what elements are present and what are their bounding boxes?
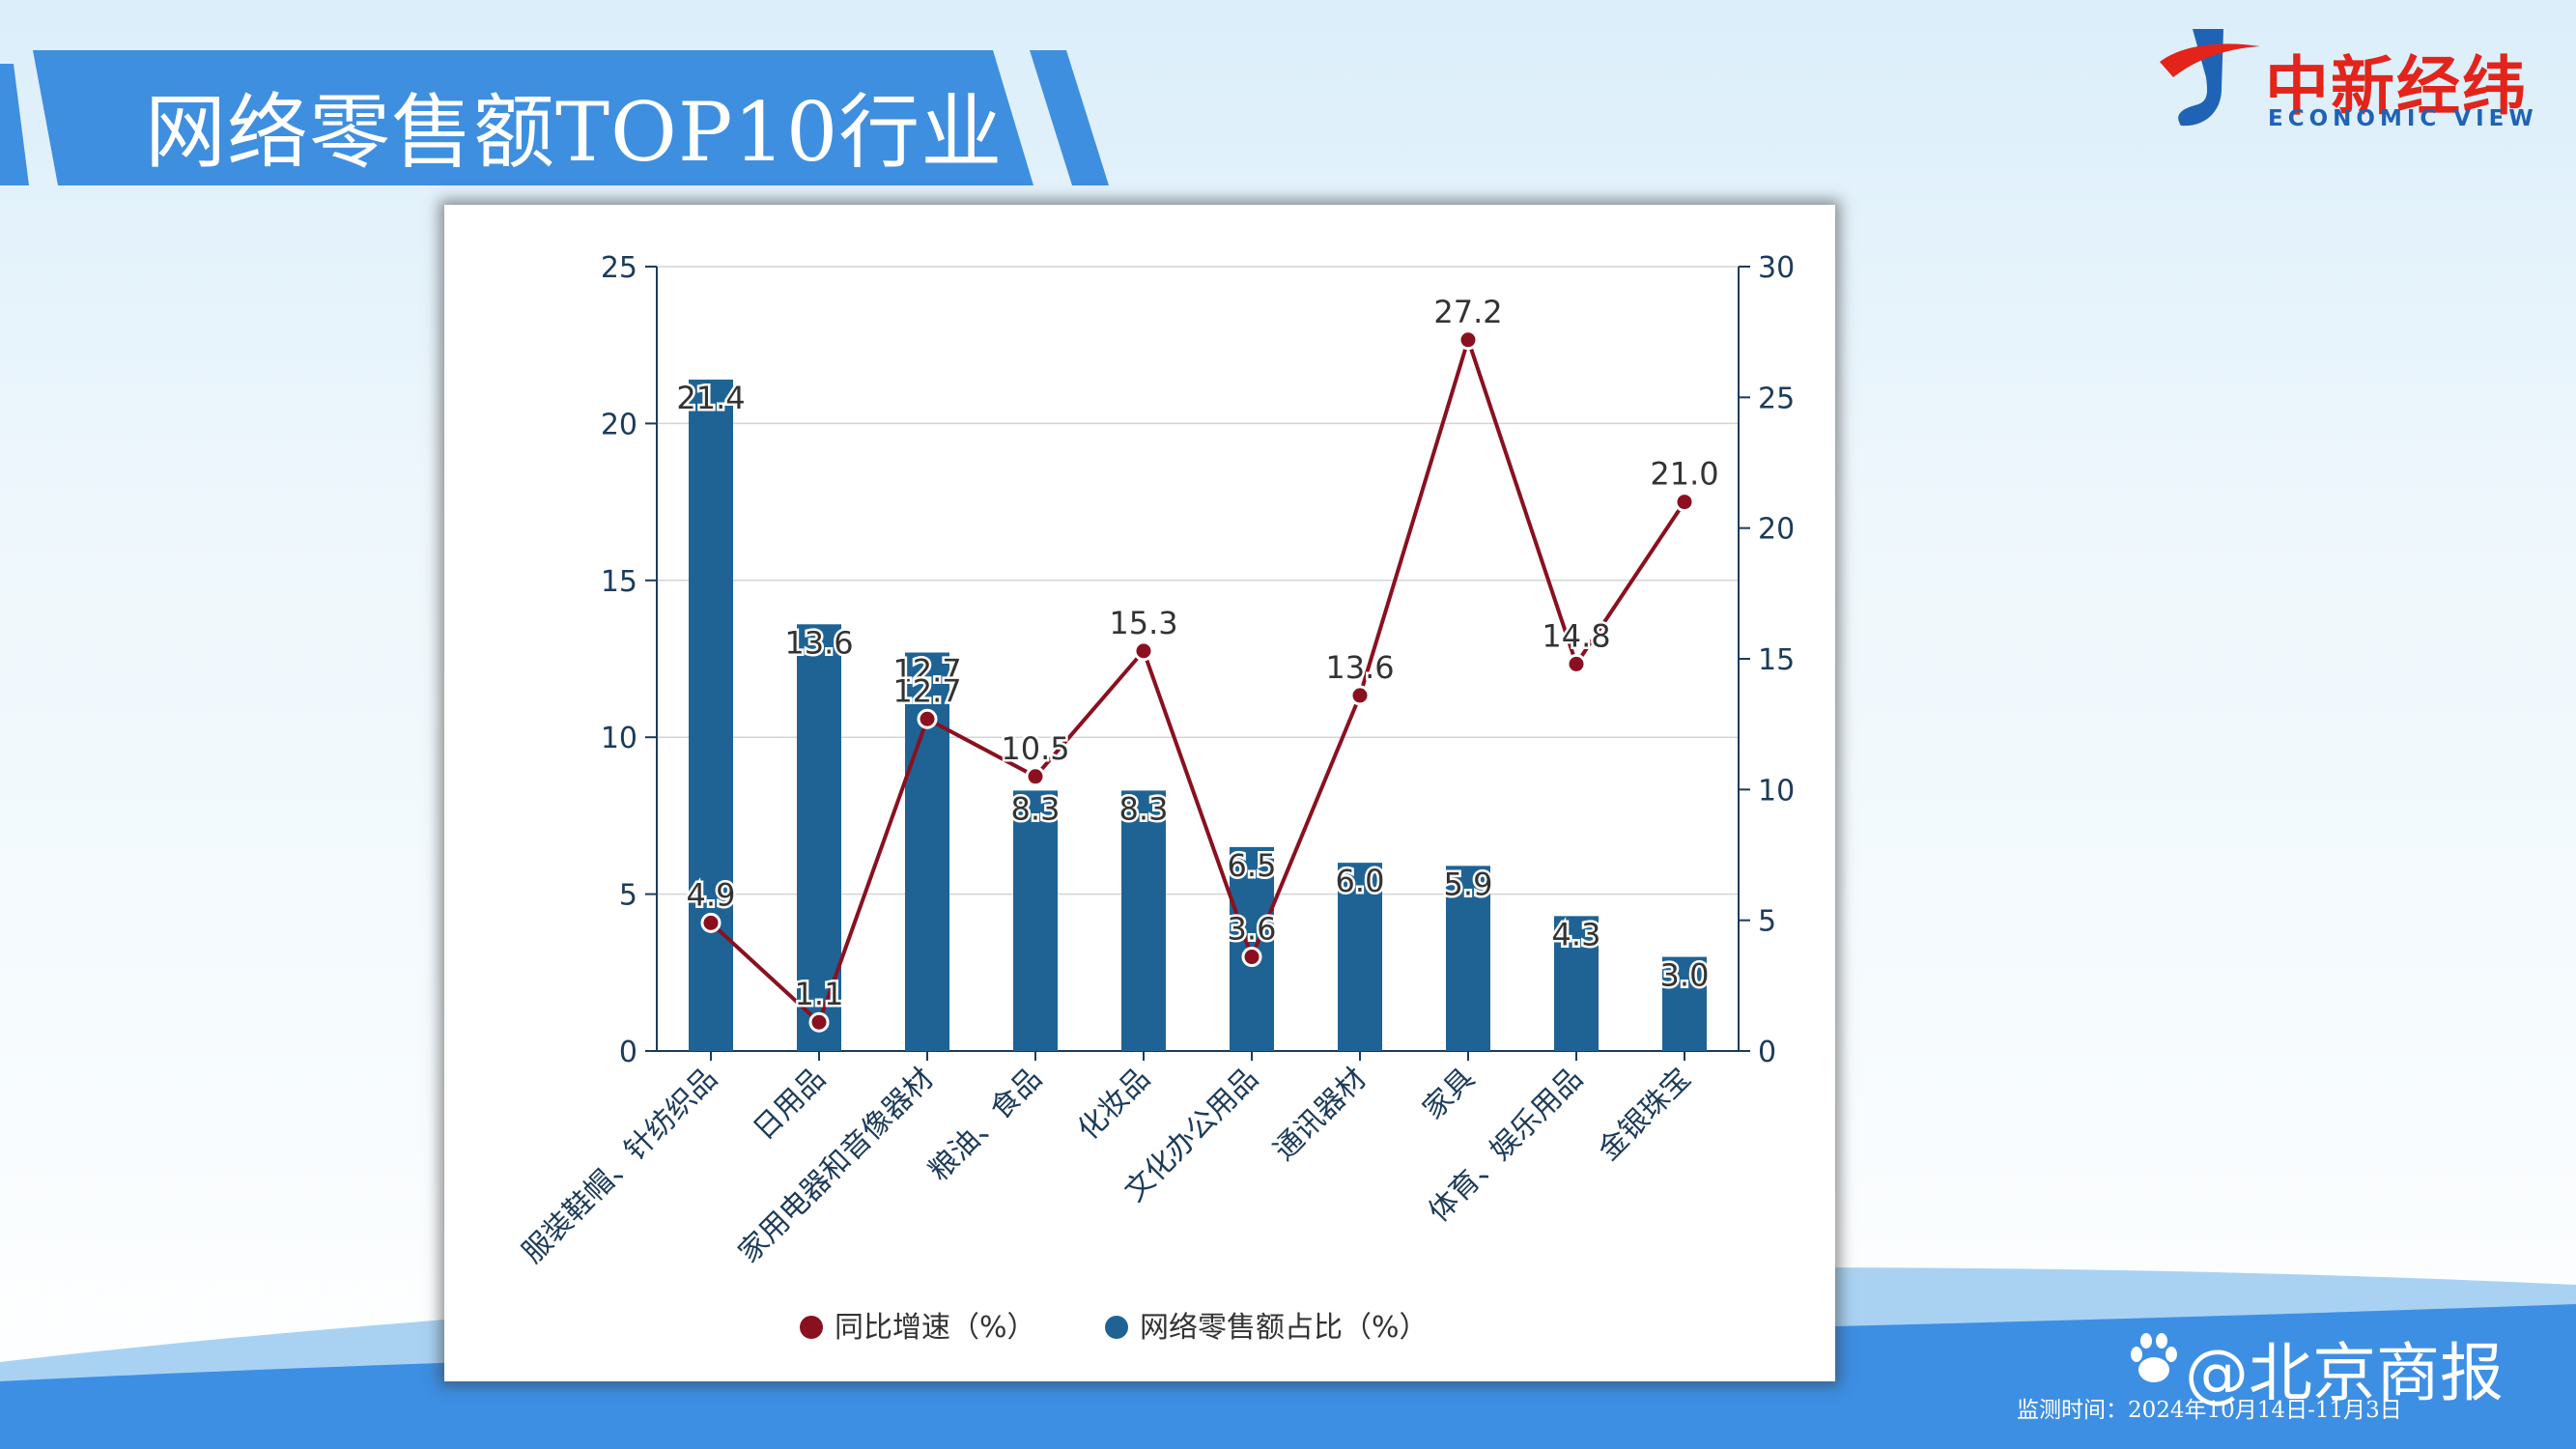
y-left-tick-label: 25	[601, 251, 637, 285]
line-point	[1025, 766, 1046, 787]
bar	[1446, 866, 1490, 1051]
line-data-label: 13.6	[1325, 649, 1394, 686]
x-tick-label: 化妆品	[1071, 1062, 1156, 1147]
legend-label: 同比增速（%）	[835, 1311, 1036, 1345]
bar-data-label: 3.0	[1660, 957, 1710, 994]
x-tick-label: 日用品	[747, 1062, 832, 1147]
bar-data-label: 12.7	[892, 653, 961, 690]
banner-right-stripe	[1030, 50, 1109, 185]
logo-text-en: ECONOMIC VIEW	[2268, 106, 2538, 131]
logo-text-cn: 中新经纬	[2265, 49, 2528, 124]
line-series	[709, 337, 1686, 1025]
combo-chart: 0 5 10 15 20 25 0 5 10 15 20 25 30 21.4 13.6 12.7 8.3 8.3…	[516, 251, 1795, 1345]
y-right-tick-label: 0	[1758, 1036, 1776, 1069]
y-left-tick-label: 10	[601, 722, 637, 755]
paw-icon	[2131, 1333, 2177, 1382]
y-left-tick-label: 20	[601, 408, 637, 441]
title-banner	[33, 50, 1033, 185]
bar	[1554, 916, 1599, 1051]
line-point	[808, 1011, 830, 1033]
bar	[689, 379, 733, 1051]
line-point	[700, 912, 722, 933]
chart-card: 0 5 10 15 20 25 0 5 10 15 20 25 30 21.4 13.6 12.7 8.3 8.3…	[444, 205, 1835, 1381]
monitor-period: 监测时间：2024年10月14日-11月3日	[2017, 1398, 2402, 1423]
x-tick-label: 金银珠宝	[1592, 1062, 1698, 1168]
line-point	[917, 708, 938, 729]
bar	[1121, 790, 1166, 1051]
line-data-label: 10.5	[1001, 730, 1069, 767]
line-data-label: 4.9	[687, 876, 736, 913]
line-point	[1458, 329, 1479, 351]
line-data-label: 21.0	[1650, 456, 1718, 493]
bar-data-label: 6.0	[1336, 863, 1385, 899]
bar-data-label: 13.6	[784, 624, 853, 661]
bar-data-label: 5.9	[1444, 866, 1493, 902]
x-tick-label: 服装鞋帽、针纺织品	[516, 1062, 724, 1270]
page-title: 网络零售额TOP10行业	[145, 85, 1004, 180]
line-data-label: 27.2	[1433, 294, 1502, 330]
line-point	[1241, 947, 1262, 968]
y-right-tick-label: 20	[1758, 513, 1795, 547]
y-left-tick-label: 5	[619, 879, 637, 913]
bar	[1662, 956, 1707, 1051]
y-right-tick-label: 30	[1758, 251, 1795, 285]
watermark: @北京商报	[2185, 1336, 2504, 1410]
line-data-label: 12.7	[892, 672, 961, 709]
bar-data-label: 8.3	[1119, 790, 1169, 827]
bar	[1013, 790, 1058, 1051]
line-data-label: 1.1	[795, 976, 844, 1012]
bar-data-label: 6.5	[1228, 847, 1277, 884]
y-right-tick-label: 25	[1758, 382, 1795, 415]
line-data-label: 3.6	[1228, 911, 1277, 948]
line-point	[1133, 640, 1154, 662]
bar-data-label: 21.4	[676, 380, 745, 416]
legend-marker-bar	[1105, 1316, 1128, 1339]
line-data-label: 15.3	[1109, 605, 1177, 641]
x-tick-label: 粮油、食品	[922, 1062, 1049, 1188]
line-point	[1674, 492, 1695, 513]
logo-swoosh-icon	[2160, 43, 2260, 77]
x-tick-label: 家具	[1416, 1062, 1481, 1126]
x-tick-label: 通讯器材	[1267, 1062, 1373, 1168]
y-right-tick-label: 10	[1758, 774, 1795, 808]
line-point	[1349, 685, 1371, 706]
legend-label: 网络零售额占比（%）	[1140, 1311, 1429, 1345]
bar	[1338, 863, 1382, 1051]
legend-marker-line	[800, 1316, 823, 1339]
logo-mark-icon	[2178, 29, 2223, 127]
y-right-tick-label: 5	[1758, 905, 1776, 939]
x-tick-label: 家用电器和音像器材	[732, 1062, 941, 1270]
bar-data-label: 8.3	[1011, 790, 1061, 827]
y-right-tick-label: 15	[1758, 643, 1795, 677]
bar-data-label: 4.3	[1552, 916, 1601, 952]
y-left-tick-label: 15	[601, 565, 637, 599]
line-data-label: 14.8	[1542, 617, 1610, 654]
line-point	[1566, 653, 1587, 674]
banner-left-stripe	[0, 64, 29, 185]
y-left-tick-label: 0	[619, 1036, 637, 1069]
